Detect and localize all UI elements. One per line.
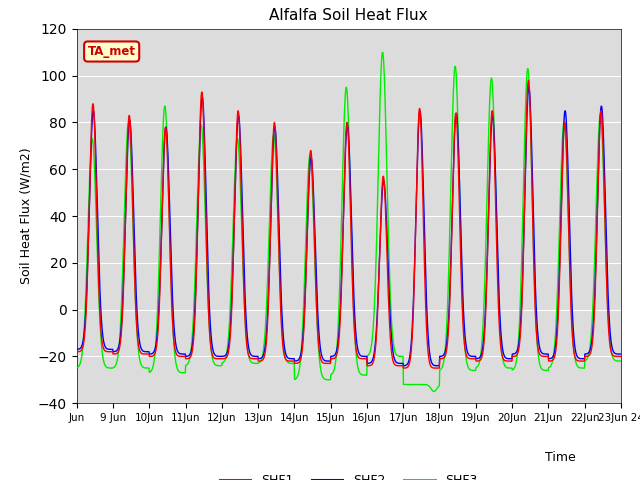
Line: SHF2: SHF2 xyxy=(77,87,621,366)
SHF3 xyxy=(553,302,561,308)
SHF3 xyxy=(617,358,625,364)
SHF3 xyxy=(194,185,202,191)
SHF2 xyxy=(433,363,441,369)
SHF2 xyxy=(435,363,443,369)
SHF3 xyxy=(73,365,81,371)
SHF1 xyxy=(505,358,513,364)
SHF1 xyxy=(73,349,81,355)
SHF1 xyxy=(433,365,441,371)
SHF2 xyxy=(505,356,513,361)
SHF2 xyxy=(525,84,532,90)
Y-axis label: Soil Heat Flux (W/m2): Soil Heat Flux (W/m2) xyxy=(19,148,33,284)
SHF1 xyxy=(255,358,262,364)
SHF3 xyxy=(430,389,438,395)
SHF3 xyxy=(379,49,387,55)
Title: Alfalfa Soil Heat Flux: Alfalfa Soil Heat Flux xyxy=(269,9,428,24)
SHF2 xyxy=(180,351,188,357)
SHF1 xyxy=(553,336,561,342)
Text: Time: Time xyxy=(545,451,576,464)
SHF1 xyxy=(194,215,202,221)
SHF2 xyxy=(255,356,262,361)
SHF3 xyxy=(505,365,513,371)
SHF1 xyxy=(180,353,188,359)
SHF2 xyxy=(73,347,81,352)
SHF1 xyxy=(435,365,443,371)
SHF3 xyxy=(255,360,262,366)
Line: SHF3: SHF3 xyxy=(77,52,621,392)
Text: TA_met: TA_met xyxy=(88,45,136,58)
Legend: SHF1, SHF2, SHF3: SHF1, SHF2, SHF3 xyxy=(214,469,483,480)
Line: SHF1: SHF1 xyxy=(77,80,621,368)
SHF2 xyxy=(553,327,561,333)
SHF2 xyxy=(617,351,625,357)
SHF1 xyxy=(525,77,532,83)
SHF2 xyxy=(194,215,202,220)
SHF1 xyxy=(617,353,625,359)
SHF3 xyxy=(434,384,442,390)
SHF3 xyxy=(180,370,188,376)
